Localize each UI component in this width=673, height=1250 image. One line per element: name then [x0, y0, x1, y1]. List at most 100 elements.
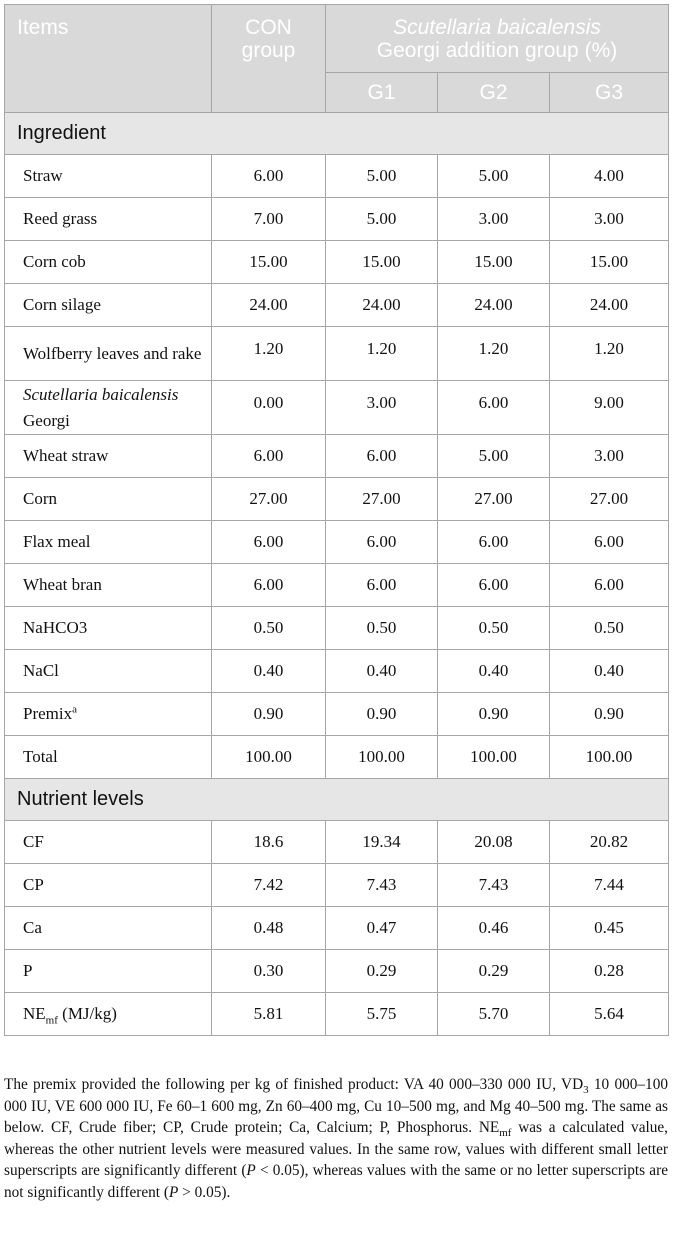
- header-con-group-text: CON group: [241, 16, 296, 62]
- cell-con: 0.48: [211, 906, 326, 950]
- ingredient-section-row: Ingredient: [3, 112, 670, 155]
- row-label-text: NaCl: [23, 661, 59, 680]
- cell-g1: 19.34: [325, 820, 438, 864]
- footnote-p-symbol-2: P: [168, 1183, 179, 1201]
- row-label-text: Wolfberry leaves and rake: [23, 343, 202, 363]
- cell-con: 0.30: [211, 949, 326, 993]
- diet-composition-table: Items CON group Scutellaria baicalensis …: [3, 4, 670, 1036]
- footnote-p-symbol-1: P: [246, 1162, 256, 1179]
- cell-g2: 27.00: [437, 477, 550, 521]
- cell-g2: 5.00: [437, 154, 550, 198]
- cell-g2: 0.90: [437, 692, 550, 736]
- row-label-text: Corn cob: [23, 252, 86, 271]
- cell-g1: 24.00: [325, 283, 438, 327]
- table-row: Premixa 0.90 0.90 0.90 0.90: [4, 692, 670, 736]
- cell-con: 24.00: [211, 283, 326, 327]
- row-label: Straw: [4, 154, 212, 198]
- table-row: Corn silage 24.00 24.00 24.00 24.00: [4, 283, 670, 327]
- row-label-text: P: [23, 961, 33, 980]
- row-label-text: CF: [23, 832, 44, 851]
- cell-con: 0.00: [211, 380, 326, 435]
- row-label-italic: Scutellaria baicalensis: [23, 384, 179, 404]
- row-label: Corn: [4, 477, 212, 521]
- row-label-rest: Georgi: [23, 410, 70, 430]
- footnote-text-3: was a calculated value, whereas the othe…: [4, 1119, 668, 1179]
- row-label: Flax meal: [4, 520, 212, 564]
- row-label: Corn silage: [4, 283, 212, 327]
- row-label: Ca: [4, 906, 212, 950]
- cell-g2: 5.00: [437, 434, 550, 478]
- cell-g3: 24.00: [548, 283, 670, 327]
- cell-con: 0.50: [211, 606, 326, 650]
- cell-con: 5.81: [211, 992, 326, 1036]
- footnote-text-5: > 0.05).: [178, 1183, 231, 1201]
- row-label-text: Ca: [23, 918, 42, 937]
- footnote-sub-1: 3: [583, 1084, 589, 1097]
- cell-g2: 100.00: [437, 735, 550, 779]
- row-label: CF: [4, 820, 212, 864]
- diet-composition-table-container: Items CON group Scutellaria baicalensis …: [3, 4, 670, 1036]
- cell-g2: 6.00: [437, 520, 550, 564]
- cell-g3: 5.64: [548, 992, 670, 1036]
- row-label: CP: [4, 863, 212, 907]
- cell-g3: 4.00: [548, 154, 670, 198]
- footnote-text-2: 10 000–100 000 IU, VE 600 000 IU, Fe 60–…: [4, 1076, 669, 1136]
- row-label-subscript: mf: [45, 1014, 58, 1027]
- cell-g1: 5.75: [325, 992, 438, 1036]
- cell-g1: 6.00: [325, 520, 438, 564]
- cell-g3: 0.28: [548, 949, 670, 993]
- cell-g1: 15.00: [325, 240, 438, 284]
- table-row: NaHCO3 0.50 0.50 0.50 0.50: [4, 606, 670, 650]
- cell-g2: 6.00: [437, 380, 550, 435]
- cell-con: 0.90: [211, 692, 326, 736]
- cell-con: 27.00: [211, 477, 326, 521]
- row-label: Wheat straw: [4, 434, 212, 478]
- row-label: Premixa: [4, 692, 212, 736]
- row-label-text: Corn silage: [23, 295, 101, 314]
- cell-con: 6.00: [211, 434, 326, 478]
- cell-g3: 27.00: [548, 477, 670, 521]
- cell-g2: 5.70: [437, 992, 550, 1036]
- row-label-text: Premix: [23, 704, 73, 723]
- row-label-text: NaHCO3: [23, 618, 88, 637]
- row-label: Total: [4, 735, 212, 779]
- cell-g3: 1.20: [548, 326, 670, 381]
- cell-g3: 3.00: [548, 434, 670, 478]
- cell-g1: 6.00: [325, 434, 438, 478]
- cell-g3: 15.00: [548, 240, 670, 284]
- header-addition-group-species: Scutellaria baicalensis: [393, 16, 601, 39]
- row-label-text: Wheat straw: [23, 446, 109, 465]
- cell-g1: 5.00: [325, 154, 438, 198]
- row-label-text: NE: [23, 1004, 46, 1023]
- cell-g2: 0.50: [437, 606, 550, 650]
- row-label-text: CP: [23, 875, 44, 894]
- row-label-text: Total: [23, 747, 58, 766]
- row-label-text: Reed grass: [23, 209, 98, 228]
- cell-g2: 0.29: [437, 949, 550, 993]
- cell-g1: 6.00: [325, 563, 438, 607]
- row-label-text: Straw: [23, 166, 63, 185]
- row-label: P: [4, 949, 212, 993]
- cell-con: 7.42: [211, 863, 326, 907]
- cell-g2: 7.43: [437, 863, 550, 907]
- table-row: Straw 6.00 5.00 5.00 4.00: [4, 154, 670, 198]
- cell-g2: 15.00: [437, 240, 550, 284]
- cell-g2: 1.20: [437, 326, 550, 381]
- cell-con: 15.00: [211, 240, 326, 284]
- footnote-sub-2: mf: [499, 1127, 512, 1140]
- header-g2: G2: [437, 72, 550, 113]
- table-footnote: The premix provided the following per kg…: [4, 1074, 668, 1203]
- row-label-text: Flax meal: [23, 532, 91, 551]
- cell-g2: 0.46: [437, 906, 550, 950]
- cell-g2: 0.40: [437, 649, 550, 693]
- row-label: Scutellaria baicalensis Georgi: [4, 380, 212, 435]
- cell-g2: 6.00: [437, 563, 550, 607]
- row-label: Corn cob: [4, 240, 212, 284]
- table-row: Ca 0.48 0.47 0.46 0.45: [4, 906, 670, 950]
- table-row: Scutellaria baicalensis Georgi 0.00 3.00 6.0…: [4, 380, 670, 435]
- cell-g1: 7.43: [325, 863, 438, 907]
- row-label: Reed grass: [4, 197, 212, 241]
- row-label: NaCl: [4, 649, 212, 693]
- cell-g3: 9.00: [548, 380, 670, 435]
- cell-g1: 5.00: [325, 197, 438, 241]
